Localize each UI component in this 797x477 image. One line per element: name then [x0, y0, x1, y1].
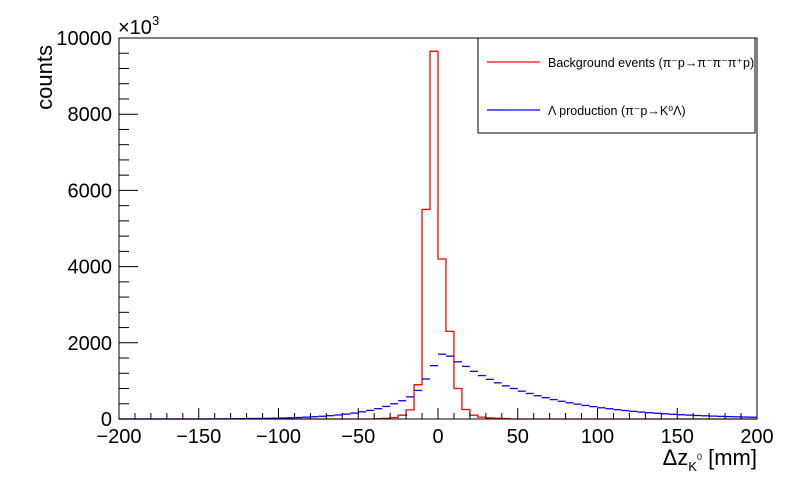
legend-entry-background: Background events (π⁻p→π⁻π⁻π⁺p)	[548, 56, 754, 70]
y-axis-ticks	[119, 37, 138, 420]
legend-entry-lambda: Λ production (π⁻p→K⁰Λ)	[548, 104, 686, 118]
y-tick-label: 10000	[56, 28, 112, 50]
y-axis-tick-labels: 0 2000 4000 6000 8000 10000	[56, 28, 112, 431]
y-tick-label: 8000	[68, 104, 113, 126]
x-tick-label: 200	[740, 426, 773, 448]
y-tick-label: 0	[101, 409, 112, 431]
y-axis-label: counts	[32, 45, 57, 110]
y-tick-label: 4000	[68, 257, 113, 279]
x-tick-label: 50	[507, 426, 529, 448]
x-axis-label: ΔzK0 [mm]	[663, 445, 757, 474]
y-tick-label: 2000	[68, 333, 113, 355]
x-axis-tick-labels: −200 −150 −100 −50 0 50 100 150 200	[96, 426, 773, 448]
x-tick-label: −50	[341, 426, 375, 448]
x-tick-label: −100	[256, 426, 301, 448]
x-tick-label: 0	[432, 426, 443, 448]
x-tick-label: 100	[581, 426, 614, 448]
legend: Background events (π⁻p→π⁻π⁻π⁺p) Λ produc…	[477, 37, 756, 134]
y-tick-label: 6000	[68, 180, 113, 202]
x-tick-label: 150	[661, 426, 694, 448]
x-axis-ticks	[118, 408, 758, 419]
x-tick-label: −150	[176, 426, 221, 448]
background-step-line	[119, 50, 757, 420]
legend-box	[477, 37, 756, 134]
x-tick-label: −200	[96, 426, 141, 448]
y-axis-multiplier: ×103	[118, 13, 159, 39]
